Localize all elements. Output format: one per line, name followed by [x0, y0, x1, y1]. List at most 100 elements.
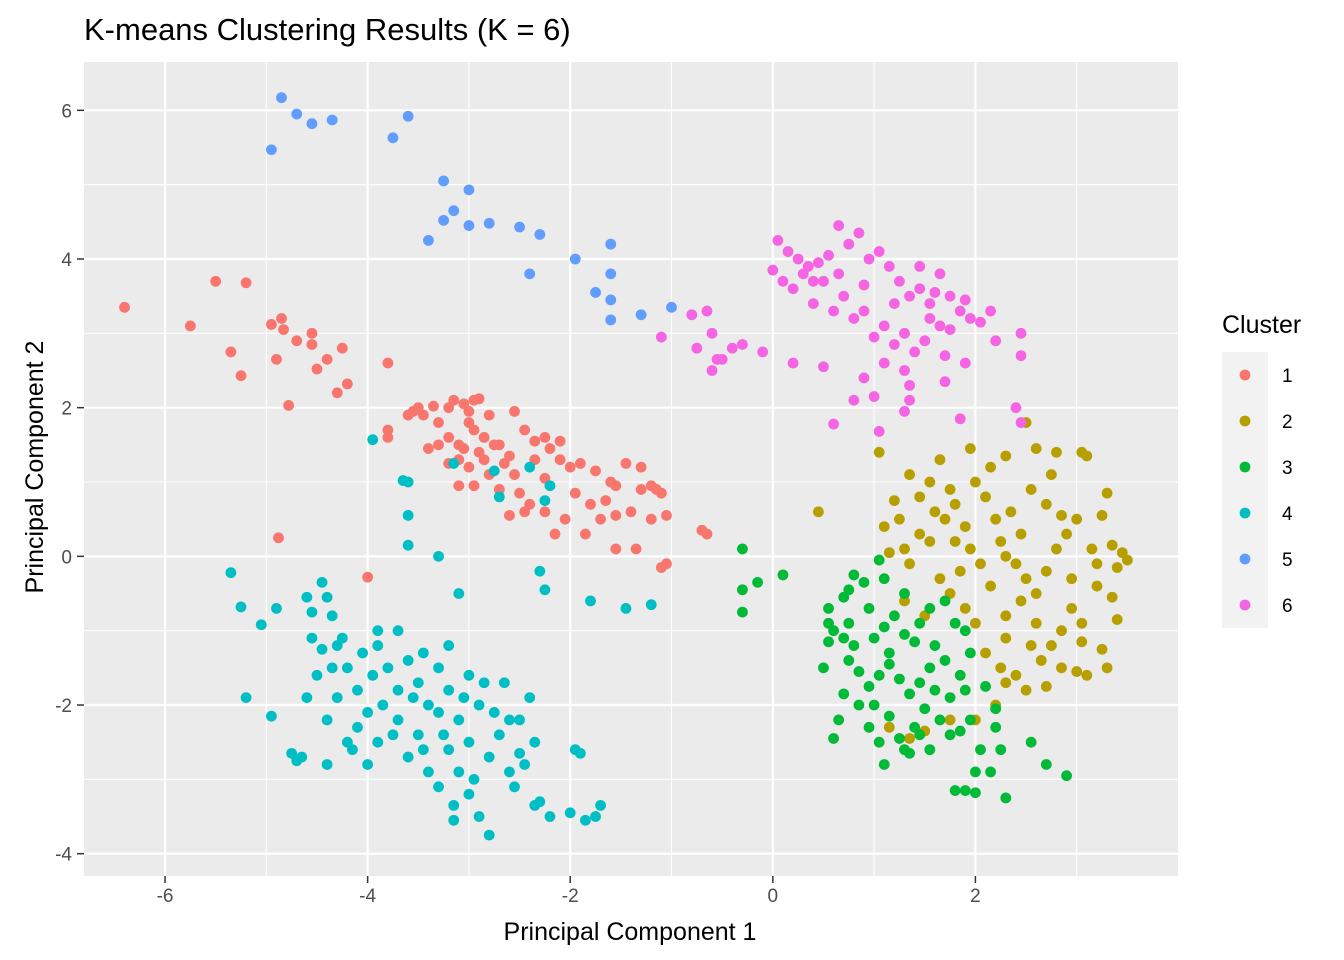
data-point [610, 543, 622, 555]
data-point [858, 576, 870, 588]
data-point [301, 692, 313, 703]
data-point [812, 257, 824, 269]
data-point [777, 275, 789, 287]
data-point [265, 144, 277, 156]
data-point [964, 714, 976, 726]
data-point [939, 513, 951, 525]
data-point [1040, 565, 1052, 577]
data-point [924, 476, 936, 488]
data-point [595, 513, 607, 525]
data-point [970, 766, 981, 778]
data-point [929, 640, 941, 651]
data-point [509, 781, 520, 793]
data-point [504, 714, 515, 726]
data-point [362, 759, 374, 770]
data-point [574, 747, 586, 759]
data-point [990, 513, 1002, 525]
data-point [402, 476, 414, 488]
data-point [585, 595, 596, 607]
data-point [843, 617, 855, 629]
data-point [1056, 662, 1067, 674]
data-point [944, 692, 956, 703]
data-point [326, 662, 338, 674]
data-point [975, 558, 986, 570]
data-point [524, 268, 536, 280]
data-point [1096, 643, 1108, 655]
cluster-1-points [119, 275, 713, 583]
data-point [326, 114, 338, 126]
data-point [534, 229, 546, 240]
data-point [382, 424, 394, 436]
data-point [352, 721, 363, 733]
data-point [463, 184, 475, 196]
cluster-4-points [225, 434, 657, 841]
data-point [372, 640, 384, 651]
data-point [463, 788, 475, 800]
data-point [235, 601, 247, 613]
data-point [463, 405, 475, 417]
data-point [873, 426, 885, 437]
data-point [706, 327, 718, 339]
data-point [453, 766, 465, 778]
data-point [934, 268, 946, 280]
data-point [691, 342, 703, 354]
data-point [453, 714, 465, 726]
data-point [737, 584, 748, 596]
legend-label: 4 [1282, 504, 1293, 525]
plot-panel [84, 62, 1178, 876]
data-point [959, 785, 971, 796]
data-point [529, 799, 541, 811]
data-point [980, 681, 991, 692]
data-point [959, 357, 971, 369]
data-point [883, 710, 895, 722]
data-point [493, 729, 505, 741]
data-point [807, 275, 819, 287]
data-point [352, 684, 363, 696]
data-point [453, 588, 465, 599]
data-point [959, 521, 971, 533]
data-point [463, 461, 475, 473]
data-point [321, 353, 333, 365]
data-point [883, 658, 895, 670]
data-point [985, 580, 997, 592]
data-point [321, 759, 333, 770]
data-point [1010, 558, 1022, 570]
x-tick-label: 0 [768, 886, 779, 907]
data-point [549, 528, 561, 540]
data-point [914, 261, 926, 272]
data-point [402, 751, 414, 763]
data-point [904, 733, 915, 744]
data-point [1020, 684, 1032, 696]
data-point [792, 253, 804, 265]
legend-key-marker [1239, 599, 1251, 611]
data-point [504, 766, 515, 778]
data-point [554, 435, 566, 447]
data-point [1056, 625, 1067, 637]
data-point [701, 528, 713, 540]
data-point [392, 684, 404, 696]
data-point [321, 591, 333, 603]
data-point [483, 217, 495, 229]
data-point [514, 221, 525, 233]
data-point [782, 246, 794, 257]
data-point [949, 785, 961, 796]
data-point [858, 305, 870, 317]
data-point [514, 714, 525, 726]
x-tick-label: -6 [157, 886, 174, 907]
data-point [559, 513, 571, 525]
data-point [686, 309, 698, 321]
data-point [382, 432, 394, 443]
data-point [924, 602, 936, 614]
data-point [914, 283, 926, 295]
data-point [787, 283, 799, 295]
legend-label: 2 [1282, 412, 1293, 433]
data-point [433, 550, 444, 562]
data-point [959, 602, 971, 614]
legend-key-marker [1239, 553, 1251, 565]
data-point [777, 569, 789, 581]
data-point [772, 235, 784, 246]
data-point [868, 699, 880, 711]
data-point [1025, 640, 1037, 651]
data-point [863, 602, 875, 614]
data-point [306, 327, 318, 339]
